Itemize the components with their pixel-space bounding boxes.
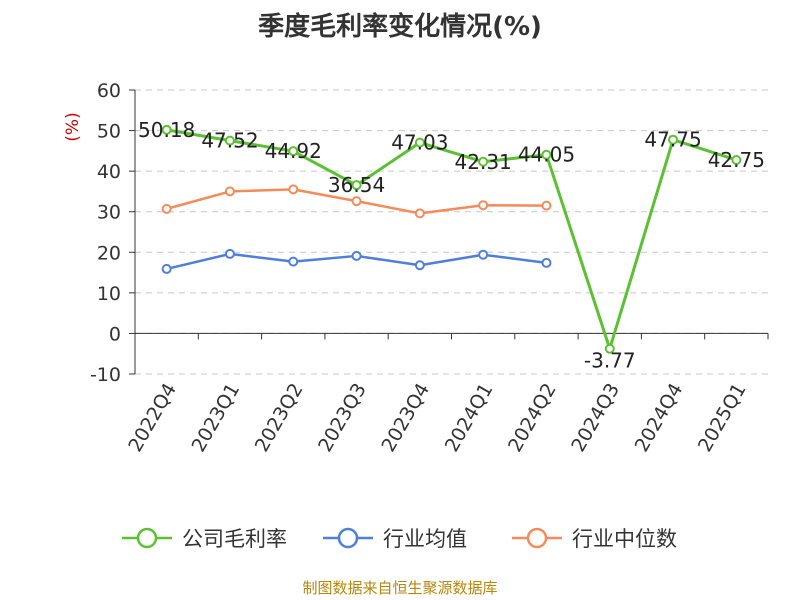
data-point [414,208,425,219]
x-tick-label: 2023Q4 [377,380,434,456]
data-label: 42.75 [708,148,765,172]
data-label: 47.52 [201,129,258,153]
data-point [731,154,742,165]
x-tick-label: 2024Q4 [631,380,688,456]
x-tick-label: 2023Q2 [251,380,308,456]
data-label: 44.05 [518,143,575,167]
legend-label: 行业中位数 [572,527,677,551]
y-tick-label: 50 [97,121,121,143]
data-label: 47.03 [391,131,448,155]
y-tick-label: 40 [97,161,121,183]
legend-marker [337,527,359,549]
x-tick-label: 2022Q4 [124,380,181,456]
data-point [478,200,489,211]
y-tick-label: 0 [109,323,121,345]
data-point [351,180,362,191]
chart-title: 季度毛利率变化情况(%) [258,12,542,42]
data-point [288,184,299,195]
data-label: 36.54 [328,173,385,197]
data-point [351,250,362,261]
data-label: 47.75 [644,128,701,152]
data-point [288,256,299,267]
legend-label: 行业均值 [383,527,467,551]
x-tick-label: 2024Q1 [441,380,498,456]
data-point [604,343,615,354]
data-point [414,260,425,271]
data-point [224,186,235,197]
legend-marker [526,527,548,549]
data-point [224,248,235,259]
data-point [288,146,299,157]
data-point [541,257,552,268]
legend-item[interactable]: 行业均值 [323,527,467,551]
x-tick-label: 2025Q1 [694,380,751,456]
data-label: 44.92 [265,139,322,163]
data-point [478,156,489,167]
data-point [668,134,679,145]
y-tick-label: -10 [90,364,121,386]
x-tick-label: 2023Q3 [314,380,371,456]
legend-item[interactable]: 行业中位数 [512,527,677,551]
legend-label: 公司毛利率 [182,527,287,551]
y-tick-label: 60 [97,80,121,102]
legend[interactable]: 公司毛利率 行业均值 行业中位数 [122,527,677,551]
series-line-1 [166,128,737,351]
data-point [414,137,425,148]
data-point [478,249,489,260]
legend-marker [136,527,158,549]
y-tick-label: 10 [97,283,121,305]
series-lines [161,124,742,354]
data-point [351,196,362,207]
data-point [161,124,172,135]
x-tick-label: 2024Q3 [567,380,624,456]
data-point [224,135,235,146]
data-point [161,263,172,274]
data-point [161,203,172,214]
data-point [541,149,552,160]
x-tick-label: 2024Q2 [504,380,561,456]
data-point [541,200,552,211]
x-tick-label: 2023Q1 [188,380,245,456]
y-tick-label: 20 [97,242,121,264]
data-label: 50.18 [138,118,195,142]
source-note: 制图数据来自恒生聚源数据库 [302,579,498,597]
data-label: 42.31 [455,150,512,174]
y-axis-label: (%) [63,112,83,141]
legend-item[interactable]: 公司毛利率 [122,527,287,551]
data-label: -3.77 [584,349,636,373]
y-tick-label: 30 [97,202,121,224]
